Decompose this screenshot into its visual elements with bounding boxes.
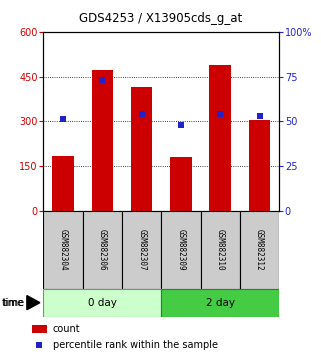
Bar [170,157,192,211]
Text: GDS4253 / X13905cds_g_at: GDS4253 / X13905cds_g_at [79,12,242,25]
Bar [122,211,161,289]
Bar [32,325,47,333]
Text: time: time [2,298,24,308]
Text: percentile rank within the sample: percentile rank within the sample [53,340,218,350]
Bar [43,289,161,317]
Bar [91,70,113,211]
Text: GSM882304: GSM882304 [58,229,67,270]
Bar [240,211,279,289]
Text: count: count [53,324,81,334]
Text: time: time [3,298,25,308]
Text: GSM882306: GSM882306 [98,229,107,270]
Text: GSM882312: GSM882312 [255,229,264,270]
Text: 0 day: 0 day [88,298,117,308]
Bar [161,211,201,289]
Polygon shape [27,296,40,310]
Bar [52,156,74,211]
Bar [83,211,122,289]
Text: GSM882309: GSM882309 [177,229,186,270]
Text: GSM882307: GSM882307 [137,229,146,270]
Text: 2 day: 2 day [206,298,235,308]
Bar [131,87,152,211]
Bar [43,211,83,289]
Bar [249,120,270,211]
Bar [161,289,279,317]
Text: GSM882310: GSM882310 [216,229,225,270]
Bar [210,65,231,211]
Bar [201,211,240,289]
